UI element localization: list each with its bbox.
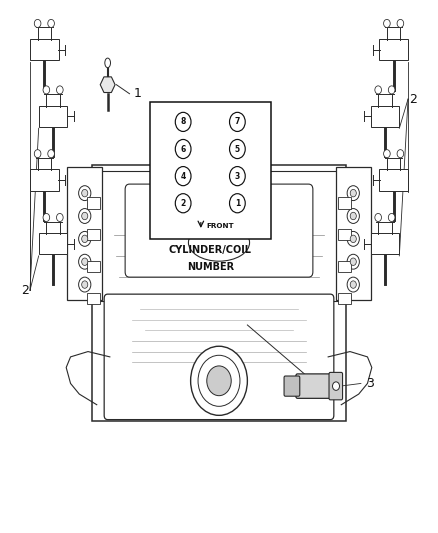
Text: 2: 2 xyxy=(410,93,417,106)
Ellipse shape xyxy=(105,58,110,68)
FancyBboxPatch shape xyxy=(30,169,59,191)
Circle shape xyxy=(350,189,357,197)
Circle shape xyxy=(375,213,381,222)
Circle shape xyxy=(384,150,390,158)
Circle shape xyxy=(175,140,191,159)
FancyBboxPatch shape xyxy=(296,374,334,398)
Circle shape xyxy=(350,235,357,243)
FancyBboxPatch shape xyxy=(379,169,408,191)
FancyBboxPatch shape xyxy=(67,166,102,300)
Circle shape xyxy=(347,185,359,200)
Circle shape xyxy=(175,166,191,185)
Circle shape xyxy=(79,231,91,246)
FancyBboxPatch shape xyxy=(379,39,408,60)
Text: 2: 2 xyxy=(21,284,28,297)
Text: 5: 5 xyxy=(235,144,240,154)
FancyBboxPatch shape xyxy=(30,39,59,60)
Circle shape xyxy=(81,258,88,265)
Circle shape xyxy=(350,212,357,220)
FancyBboxPatch shape xyxy=(338,261,351,272)
FancyBboxPatch shape xyxy=(150,102,271,239)
FancyBboxPatch shape xyxy=(92,165,346,421)
FancyBboxPatch shape xyxy=(87,261,100,272)
Circle shape xyxy=(57,86,63,94)
Circle shape xyxy=(230,112,245,132)
Text: 8: 8 xyxy=(180,117,186,126)
Text: 6: 6 xyxy=(180,144,186,154)
Circle shape xyxy=(375,86,381,94)
Circle shape xyxy=(48,150,54,158)
Circle shape xyxy=(384,19,390,28)
Circle shape xyxy=(81,281,88,288)
Circle shape xyxy=(230,166,245,185)
Circle shape xyxy=(389,213,395,222)
Circle shape xyxy=(79,185,91,200)
Circle shape xyxy=(332,382,339,390)
Circle shape xyxy=(81,212,88,220)
Circle shape xyxy=(347,277,359,292)
FancyBboxPatch shape xyxy=(338,293,351,304)
FancyBboxPatch shape xyxy=(87,229,100,240)
FancyBboxPatch shape xyxy=(97,171,341,301)
Circle shape xyxy=(34,150,41,158)
Text: 1: 1 xyxy=(235,199,240,208)
Circle shape xyxy=(347,208,359,223)
Text: NUMBER: NUMBER xyxy=(187,262,234,272)
Circle shape xyxy=(175,112,191,132)
Text: FRONT: FRONT xyxy=(207,223,234,229)
Circle shape xyxy=(43,213,49,222)
FancyBboxPatch shape xyxy=(39,233,67,254)
FancyBboxPatch shape xyxy=(39,106,67,127)
FancyBboxPatch shape xyxy=(87,293,100,304)
Text: 3: 3 xyxy=(366,377,374,390)
Circle shape xyxy=(34,19,41,28)
Circle shape xyxy=(230,193,245,213)
FancyBboxPatch shape xyxy=(125,184,313,277)
Circle shape xyxy=(79,254,91,269)
FancyBboxPatch shape xyxy=(338,229,351,240)
Text: 4: 4 xyxy=(180,172,186,181)
Circle shape xyxy=(347,231,359,246)
Circle shape xyxy=(397,19,404,28)
Circle shape xyxy=(198,356,240,406)
Text: 2: 2 xyxy=(180,199,186,208)
FancyBboxPatch shape xyxy=(371,106,399,127)
FancyBboxPatch shape xyxy=(329,373,343,400)
Circle shape xyxy=(347,254,359,269)
Circle shape xyxy=(191,346,247,415)
Circle shape xyxy=(207,366,231,395)
Text: CYLINDER/COIL: CYLINDER/COIL xyxy=(169,245,252,255)
Ellipse shape xyxy=(188,224,250,261)
Circle shape xyxy=(350,258,357,265)
FancyBboxPatch shape xyxy=(338,197,351,208)
FancyBboxPatch shape xyxy=(104,294,334,419)
Circle shape xyxy=(81,189,88,197)
FancyBboxPatch shape xyxy=(87,197,100,208)
Circle shape xyxy=(43,86,49,94)
Circle shape xyxy=(48,19,54,28)
Circle shape xyxy=(57,213,63,222)
Circle shape xyxy=(230,140,245,159)
Circle shape xyxy=(389,86,395,94)
Text: 7: 7 xyxy=(235,117,240,126)
Circle shape xyxy=(397,150,404,158)
Circle shape xyxy=(79,277,91,292)
Circle shape xyxy=(81,235,88,243)
FancyBboxPatch shape xyxy=(336,166,371,300)
FancyBboxPatch shape xyxy=(284,376,300,396)
Circle shape xyxy=(175,193,191,213)
FancyBboxPatch shape xyxy=(371,233,399,254)
Circle shape xyxy=(350,281,357,288)
Text: 1: 1 xyxy=(134,87,142,100)
Circle shape xyxy=(79,208,91,223)
Text: 3: 3 xyxy=(235,172,240,181)
